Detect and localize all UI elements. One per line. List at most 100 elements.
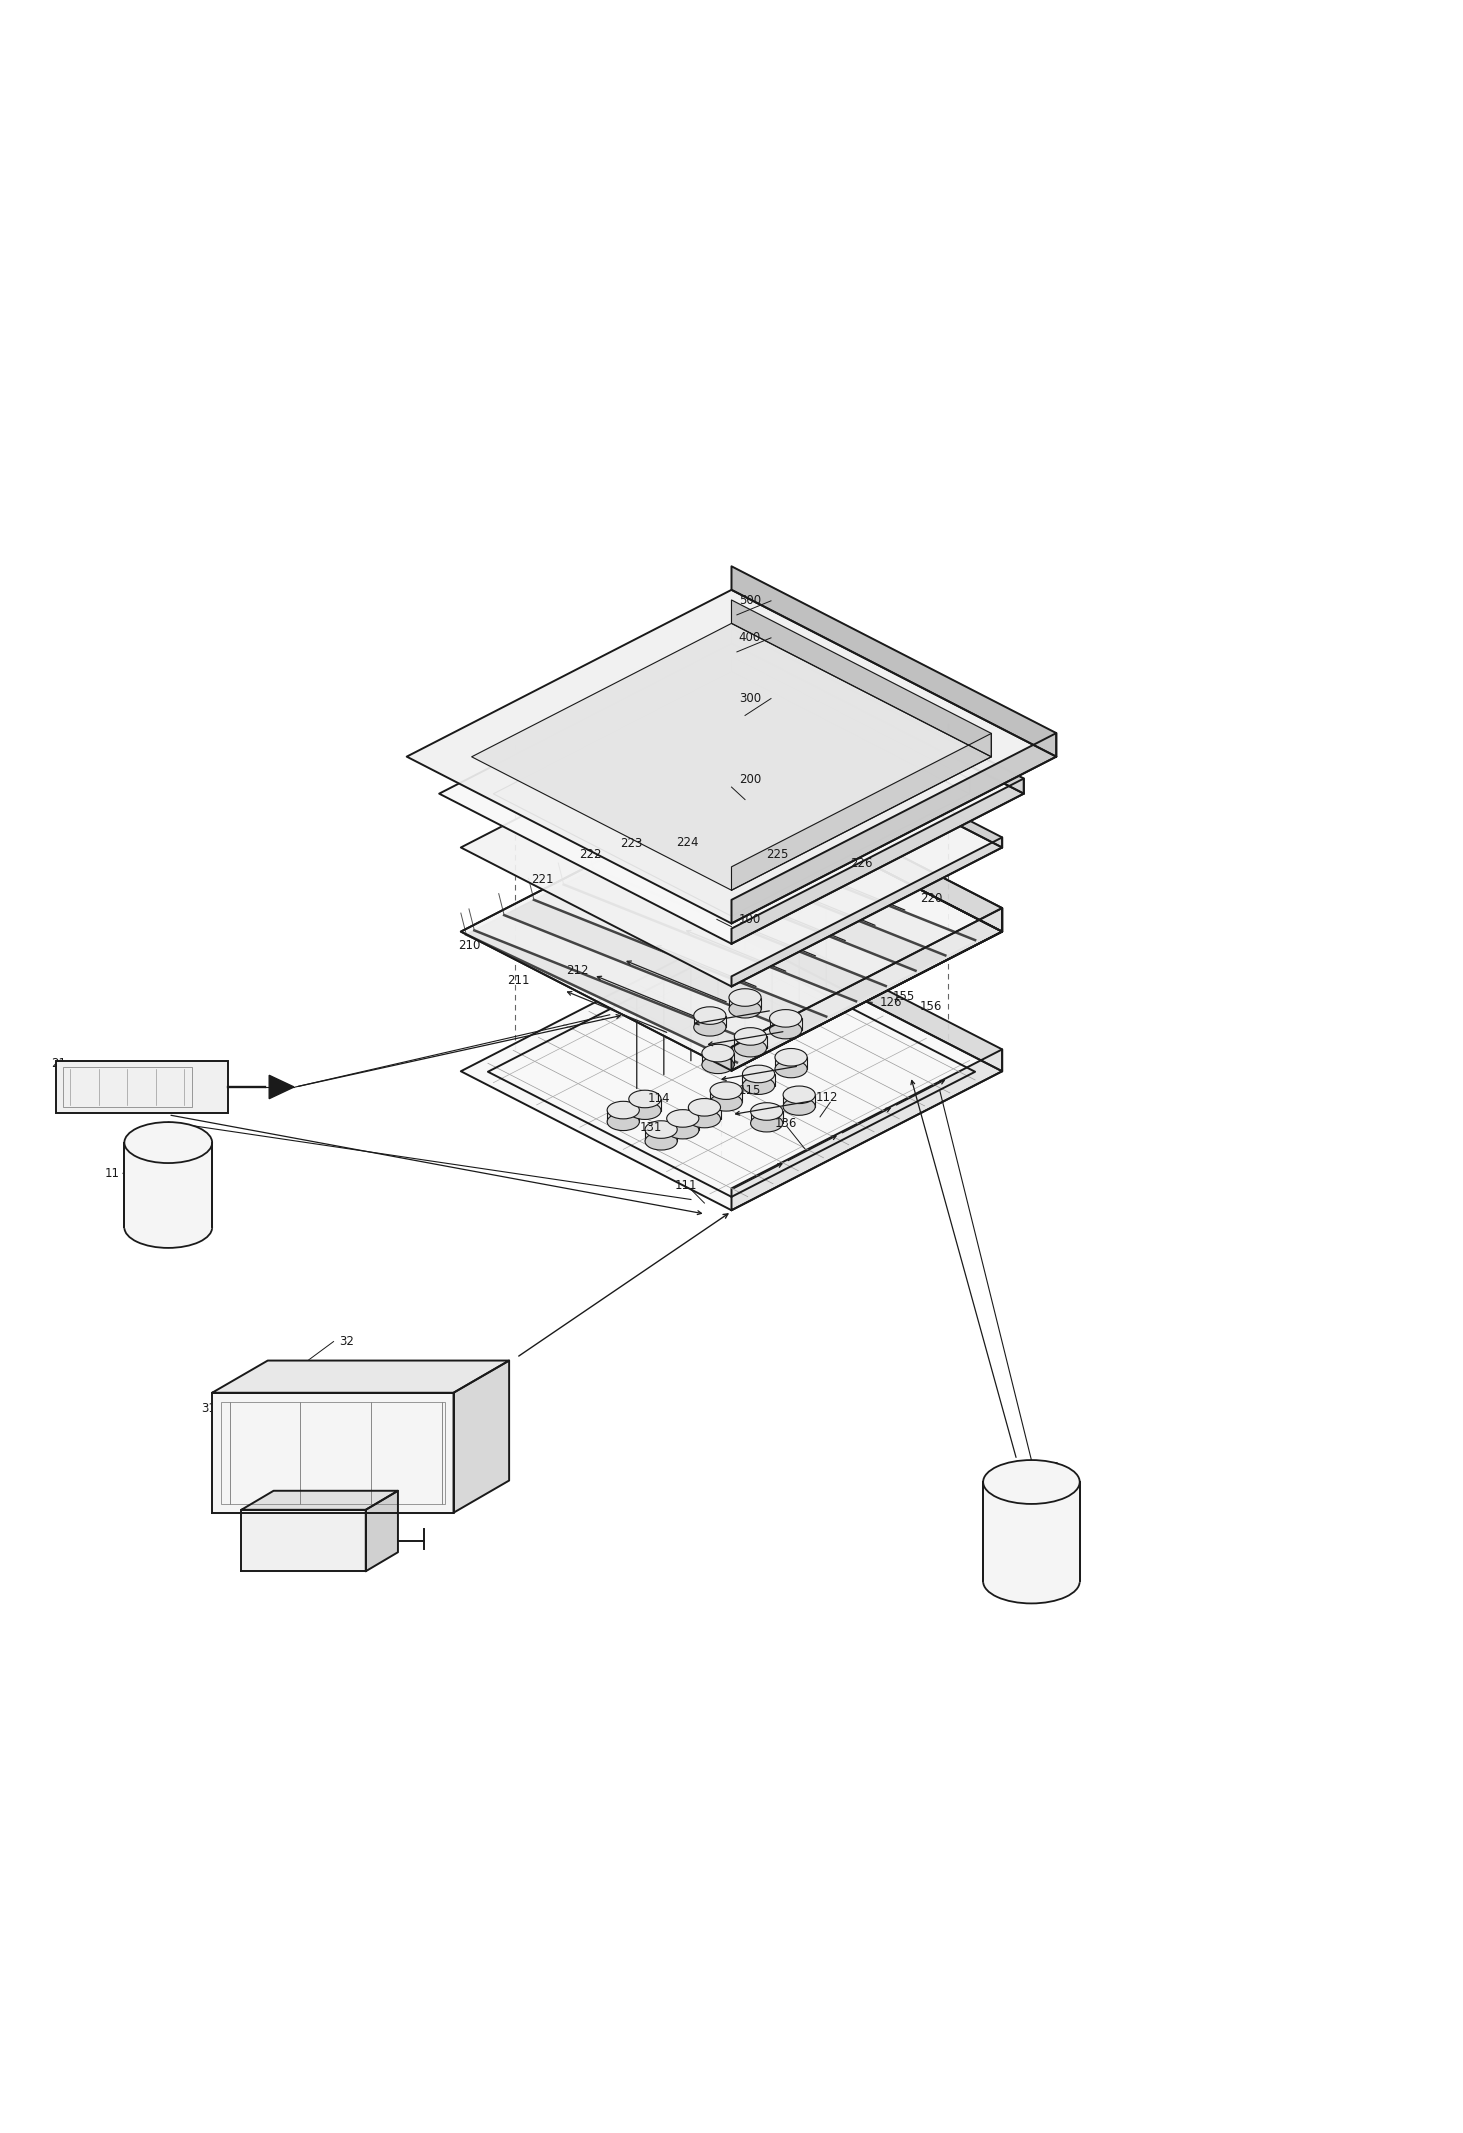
Text: 224: 224: [676, 836, 699, 849]
Text: 112: 112: [816, 1092, 838, 1105]
Polygon shape: [732, 838, 1002, 985]
Ellipse shape: [729, 1000, 761, 1017]
Polygon shape: [474, 915, 796, 1047]
Text: 111: 111: [674, 1180, 698, 1192]
Polygon shape: [461, 708, 1002, 985]
Polygon shape: [212, 1393, 454, 1512]
Ellipse shape: [743, 1077, 775, 1094]
Polygon shape: [124, 1143, 212, 1226]
Ellipse shape: [775, 1049, 808, 1066]
Polygon shape: [471, 623, 992, 889]
Text: 221: 221: [531, 872, 554, 885]
Ellipse shape: [775, 1060, 808, 1077]
Polygon shape: [770, 1017, 802, 1030]
Ellipse shape: [751, 1103, 783, 1120]
Ellipse shape: [770, 1022, 802, 1039]
Polygon shape: [212, 1361, 509, 1393]
Polygon shape: [534, 885, 856, 1017]
Polygon shape: [623, 838, 945, 971]
Polygon shape: [407, 591, 1056, 924]
Ellipse shape: [983, 1559, 1080, 1604]
Polygon shape: [454, 1361, 509, 1512]
Text: 11: 11: [105, 1167, 120, 1180]
Polygon shape: [439, 644, 1024, 943]
Polygon shape: [751, 1111, 783, 1124]
Ellipse shape: [607, 1113, 639, 1130]
Polygon shape: [732, 909, 1002, 1071]
Ellipse shape: [688, 1111, 720, 1128]
Ellipse shape: [629, 1090, 661, 1107]
Ellipse shape: [710, 1081, 742, 1098]
Ellipse shape: [743, 1064, 775, 1084]
Polygon shape: [775, 1058, 808, 1069]
Polygon shape: [732, 770, 1002, 932]
Text: 21: 21: [51, 1058, 66, 1071]
Polygon shape: [732, 911, 1002, 1071]
Polygon shape: [461, 932, 1002, 1209]
Polygon shape: [607, 1109, 639, 1122]
Ellipse shape: [770, 1009, 802, 1028]
Polygon shape: [667, 1118, 699, 1130]
Polygon shape: [743, 1073, 775, 1086]
Polygon shape: [732, 629, 1024, 793]
Polygon shape: [461, 793, 1002, 1071]
Text: 155: 155: [892, 990, 916, 1003]
Ellipse shape: [734, 1039, 767, 1058]
Ellipse shape: [607, 1101, 639, 1120]
Ellipse shape: [688, 1098, 720, 1116]
Text: 136: 136: [775, 1118, 797, 1130]
Polygon shape: [729, 998, 761, 1009]
Polygon shape: [732, 734, 992, 889]
Polygon shape: [710, 1090, 742, 1103]
Text: 126: 126: [879, 996, 903, 1009]
Text: 12: 12: [1046, 1461, 1061, 1474]
Text: 226: 226: [850, 857, 872, 870]
Ellipse shape: [783, 1086, 815, 1103]
Text: 156: 156: [920, 1000, 942, 1013]
Polygon shape: [732, 565, 1056, 757]
Polygon shape: [734, 1037, 767, 1047]
Text: 114: 114: [648, 1092, 670, 1105]
Text: 500: 500: [739, 595, 761, 608]
Polygon shape: [783, 1094, 815, 1107]
Ellipse shape: [645, 1120, 677, 1139]
Polygon shape: [594, 853, 916, 985]
Polygon shape: [732, 1049, 1002, 1209]
Polygon shape: [702, 1054, 734, 1064]
Ellipse shape: [702, 1045, 734, 1062]
Ellipse shape: [702, 1056, 734, 1073]
Text: 200: 200: [739, 774, 761, 787]
Ellipse shape: [710, 1094, 742, 1111]
Ellipse shape: [734, 1028, 767, 1045]
Polygon shape: [467, 930, 767, 1062]
Text: 211: 211: [506, 973, 530, 988]
Text: 223: 223: [620, 836, 642, 849]
Polygon shape: [732, 734, 1056, 924]
Ellipse shape: [124, 1122, 212, 1162]
Polygon shape: [652, 823, 974, 956]
Polygon shape: [366, 1491, 398, 1572]
Text: 225: 225: [767, 847, 789, 862]
Polygon shape: [629, 1098, 661, 1111]
Polygon shape: [269, 1075, 294, 1098]
Polygon shape: [732, 779, 1024, 943]
Ellipse shape: [693, 1017, 726, 1037]
Polygon shape: [693, 1015, 726, 1028]
Ellipse shape: [124, 1207, 212, 1248]
Polygon shape: [241, 1510, 366, 1572]
Ellipse shape: [645, 1133, 677, 1150]
Ellipse shape: [693, 1007, 726, 1024]
Text: 300: 300: [739, 691, 761, 706]
Polygon shape: [688, 1107, 720, 1120]
Text: 115: 115: [739, 1084, 761, 1096]
Ellipse shape: [783, 1098, 815, 1116]
Polygon shape: [732, 599, 992, 757]
Ellipse shape: [667, 1122, 699, 1139]
Polygon shape: [983, 1482, 1080, 1581]
Ellipse shape: [751, 1113, 783, 1133]
Text: 131: 131: [639, 1122, 661, 1135]
Text: 100: 100: [739, 913, 761, 926]
Text: 210: 210: [458, 939, 480, 951]
Polygon shape: [563, 868, 885, 1000]
Text: 400: 400: [739, 631, 761, 644]
